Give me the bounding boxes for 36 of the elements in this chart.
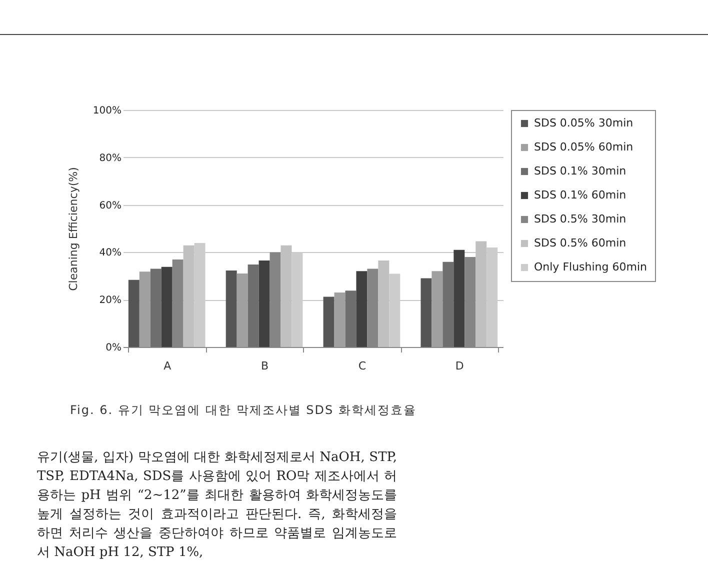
- legend-label: SDS 0.5% 30min: [534, 212, 626, 226]
- x-tick-label: B: [261, 360, 269, 372]
- x-tick-label: C: [358, 360, 366, 372]
- y-tick-label: 20%: [99, 295, 122, 306]
- bar: [454, 250, 465, 347]
- legend-label: SDS 0.1% 30min: [534, 164, 626, 178]
- text: 유기(생물, 입자) 막오염에 대한 화학세정제로서 NaOH, STP, TSP, EDTA4Na, SDS를 사용함에 있어 RO막 제조사에서 허용하는 pH 범위 “2~12”를 최대한 활용하여 화학세정농도를 높게 설정하는 것이 효과적이라고 판단된다. 즉, 화학세정을 하면 처리수 생산을 중단하여야 하므로 약품별로 임계농도로서 NaOH pH 12, STP 1%,: [37, 449, 397, 562]
- bar: [139, 272, 150, 347]
- bar: [236, 274, 248, 347]
- y-tick-label: 0%: [106, 342, 122, 354]
- caption: Fig. 6. 유기 막오염에 대한 막제조사별 SDS 화학세정효율: [70, 402, 416, 419]
- bar: [161, 266, 172, 347]
- legend-label: SDS 0.05% 60min: [534, 140, 634, 154]
- legend-label: SDS 0.5% 60min: [534, 236, 626, 250]
- legend-label: SDS 0.05% 30min: [534, 116, 634, 130]
- legend-label: Only Flushing 60min: [534, 260, 648, 274]
- y-tick-label: 100%: [92, 106, 122, 116]
- bar: [356, 271, 368, 347]
- y-tick-label: 60%: [99, 200, 122, 212]
- bar: [128, 280, 140, 347]
- bar: [150, 268, 162, 347]
- bar: [345, 290, 356, 347]
- bar: [258, 260, 270, 347]
- bar: [323, 296, 334, 347]
- legend-label: SDS 0.1% 60min: [534, 188, 626, 202]
- bar: [432, 271, 443, 347]
- bar: [226, 270, 237, 347]
- bar: [248, 264, 259, 347]
- x-tick-label: D: [455, 360, 464, 372]
- y-tick-label: 40%: [99, 248, 122, 259]
- x-tick-label: A: [164, 360, 172, 372]
- y-tick-label: 80%: [99, 152, 122, 164]
- bar: [420, 278, 432, 347]
- y-axis-title: Cleaning Efficiency(%): [66, 167, 80, 291]
- bar: [334, 292, 346, 347]
- bar: [442, 262, 454, 347]
